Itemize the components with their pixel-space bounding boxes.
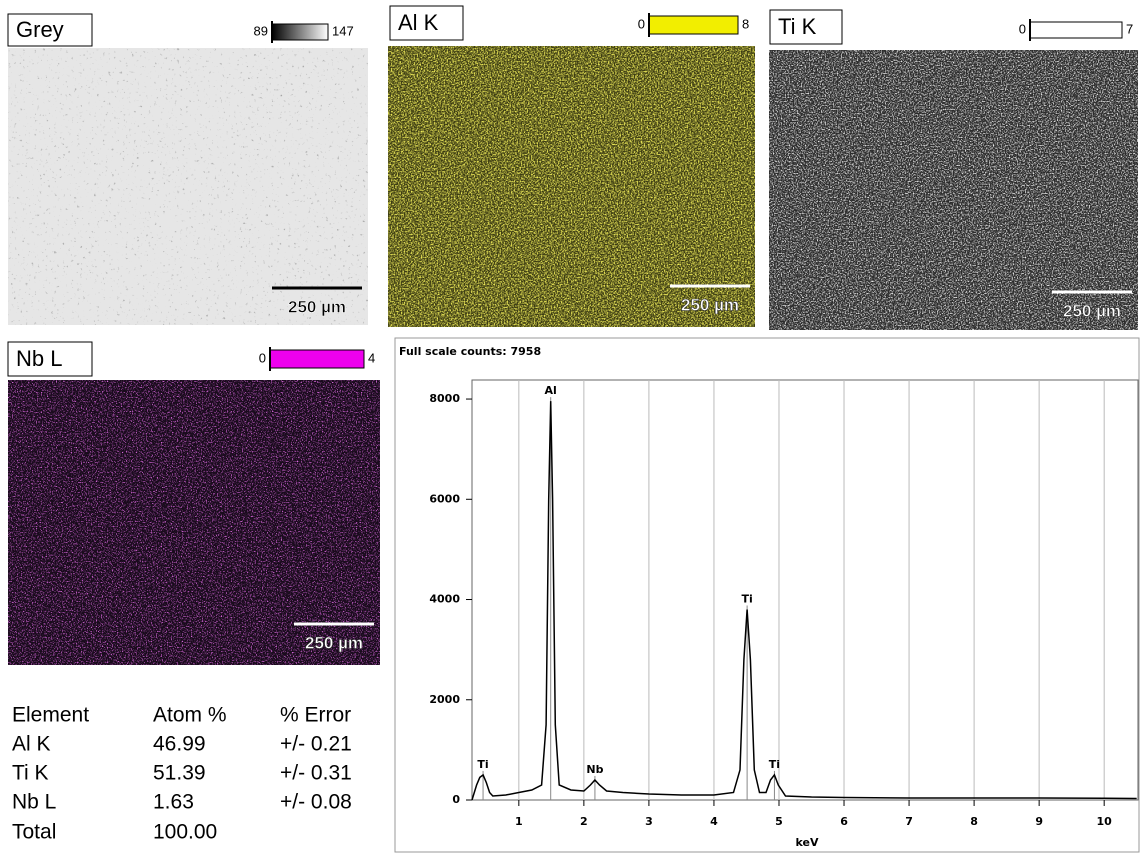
spectrum-line bbox=[471, 401, 1137, 801]
colorbar bbox=[271, 23, 329, 41]
y-tick-label: 6000 bbox=[429, 492, 460, 505]
x-tick-label: 4 bbox=[710, 815, 718, 828]
table-cell: 46.99 bbox=[153, 733, 206, 756]
map-label: Al K bbox=[398, 10, 439, 35]
table-header: Atom % bbox=[153, 704, 227, 727]
table-header: Element bbox=[12, 704, 89, 727]
x-tick-label: 8 bbox=[970, 815, 978, 828]
y-tick-label: 0 bbox=[452, 793, 460, 806]
colorbar-max: 147 bbox=[332, 23, 354, 38]
table-cell: 51.39 bbox=[153, 762, 206, 785]
map-texture bbox=[8, 48, 368, 325]
x-tick-label: 5 bbox=[775, 815, 783, 828]
peak-label: Ti bbox=[769, 758, 780, 771]
y-tick-label: 8000 bbox=[429, 392, 460, 405]
peak-label: Nb bbox=[586, 763, 603, 776]
table-cell: +/- 0.31 bbox=[280, 762, 352, 785]
map-texture bbox=[769, 50, 1138, 330]
colorbar bbox=[1029, 21, 1123, 39]
x-tick-label: 3 bbox=[645, 815, 653, 828]
table-cell: Al K bbox=[12, 733, 51, 756]
scale-bar-label: 250 µm bbox=[1063, 301, 1121, 320]
colorbar-min: 0 bbox=[638, 16, 645, 31]
map-label-box bbox=[7, 13, 93, 47]
table-cell: 100.00 bbox=[153, 821, 217, 844]
colorbar-max: 8 bbox=[742, 16, 749, 31]
colorbar bbox=[648, 15, 739, 35]
spectrum-title: Full scale counts: 7958 bbox=[399, 345, 541, 358]
map-label-box bbox=[7, 341, 93, 377]
scale-bar-label: 250 µm bbox=[305, 633, 363, 652]
peak-label: Ti bbox=[477, 758, 488, 771]
scale-bar-label: 250 µm bbox=[681, 295, 739, 314]
map-label-box bbox=[769, 9, 843, 45]
x-tick-label: 6 bbox=[840, 815, 848, 828]
table-cell: Ti K bbox=[12, 762, 49, 785]
table-cell: +/- 0.08 bbox=[280, 791, 352, 814]
y-tick-label: 4000 bbox=[429, 593, 460, 606]
colorbar-min: 0 bbox=[259, 350, 266, 365]
colorbar-max: 7 bbox=[1126, 21, 1133, 36]
map-label-box bbox=[389, 5, 464, 41]
scale-bar-label: 250 µm bbox=[288, 297, 346, 316]
colorbar-min: 89 bbox=[254, 23, 268, 38]
colorbar bbox=[269, 349, 365, 369]
x-tick-label: 10 bbox=[1097, 815, 1113, 828]
peak-label: Ti bbox=[741, 593, 752, 606]
table-cell: 1.63 bbox=[153, 791, 194, 814]
colorbar-max: 4 bbox=[368, 350, 375, 365]
x-tick-label: 2 bbox=[580, 815, 588, 828]
x-tick-label: 9 bbox=[1035, 815, 1043, 828]
map-texture bbox=[388, 46, 755, 327]
plot-area bbox=[471, 379, 1139, 801]
map-label: Grey bbox=[16, 17, 64, 42]
map-label: Ti K bbox=[778, 14, 817, 39]
table-cell: Total bbox=[12, 821, 56, 844]
peak-label: Al bbox=[545, 384, 557, 397]
x-axis-label: keV bbox=[796, 836, 819, 849]
table-cell: +/- 0.21 bbox=[280, 733, 352, 756]
map-texture bbox=[8, 380, 380, 665]
x-tick-label: 7 bbox=[905, 815, 913, 828]
x-tick-label: 1 bbox=[515, 815, 523, 828]
spectrum-frame bbox=[394, 337, 1140, 853]
table-header: % Error bbox=[280, 704, 351, 727]
colorbar-min: 0 bbox=[1019, 21, 1026, 36]
y-tick-label: 2000 bbox=[429, 693, 460, 706]
table-cell: Nb L bbox=[12, 791, 56, 814]
map-label: Nb L bbox=[16, 346, 62, 371]
